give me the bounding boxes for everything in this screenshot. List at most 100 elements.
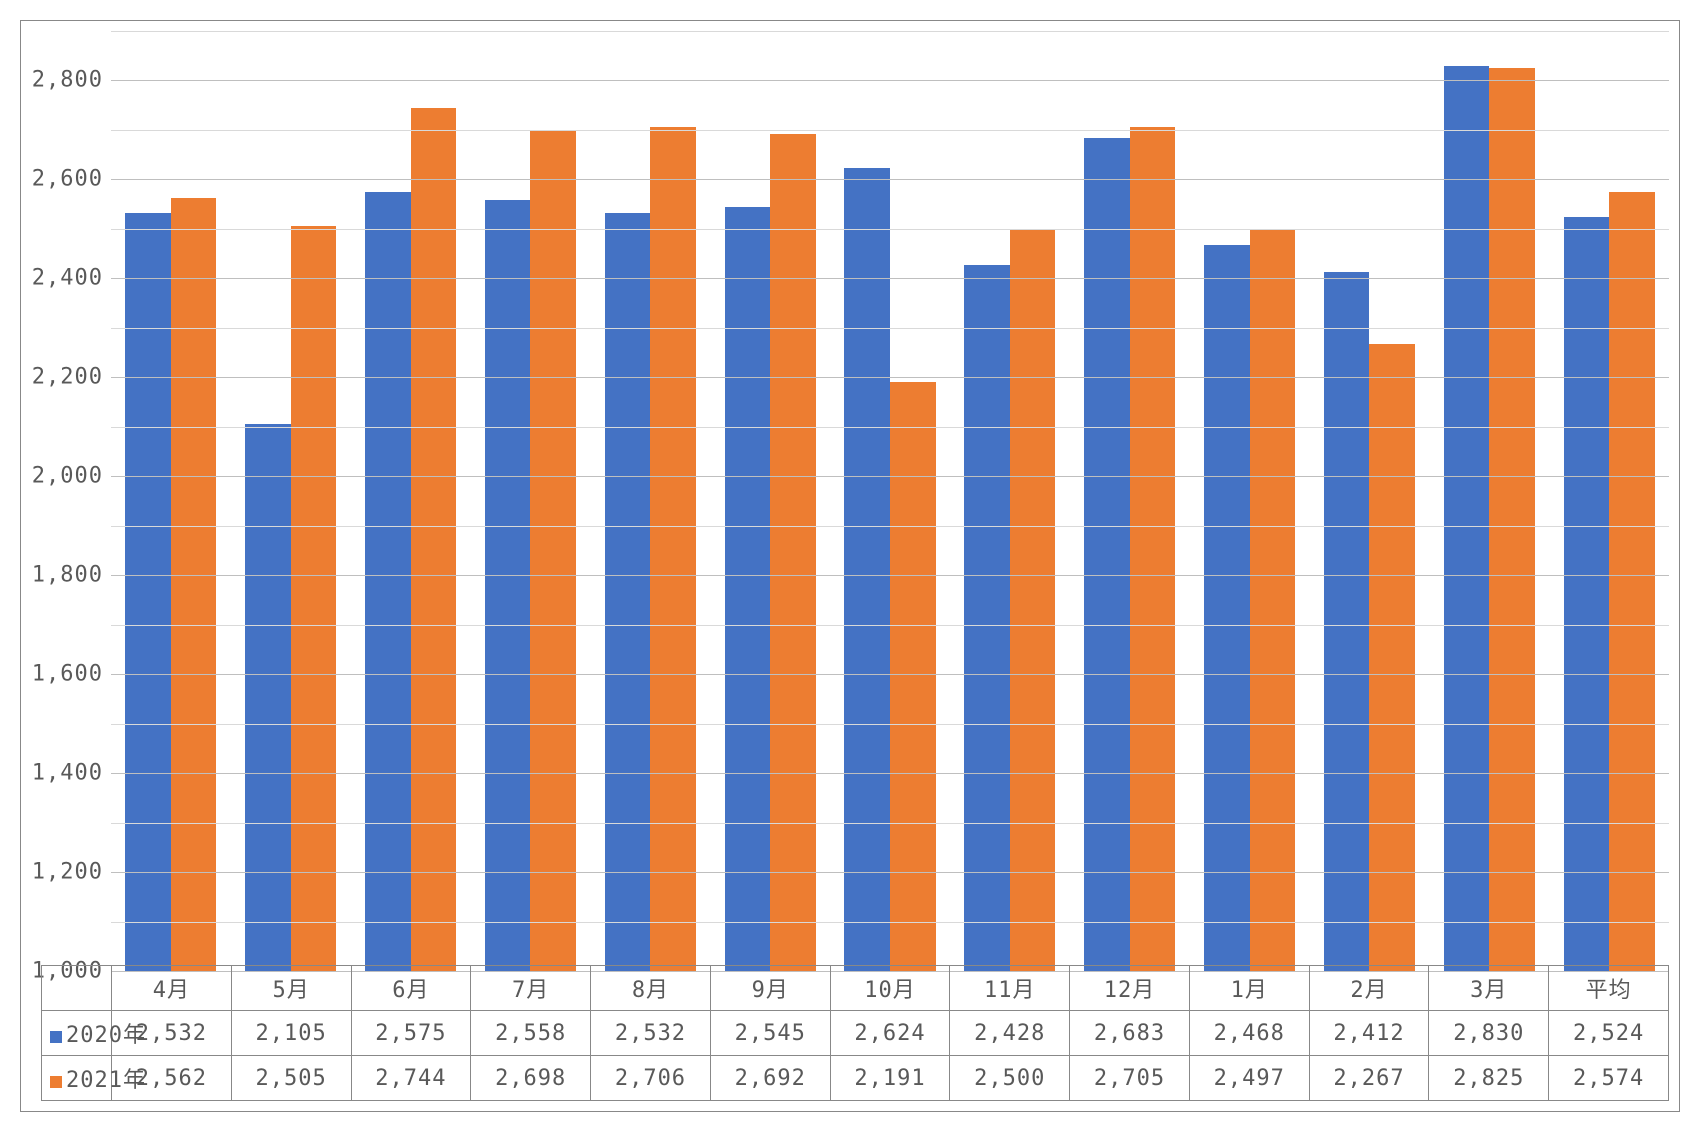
data-cell: 2,505 [231, 1056, 351, 1101]
category-slot [1429, 31, 1549, 971]
gridline [111, 872, 1669, 873]
bar [530, 131, 576, 971]
data-cell: 2,692 [710, 1056, 830, 1101]
bar [365, 192, 411, 971]
bar [291, 226, 337, 971]
series-name: 2021年 [66, 1068, 146, 1093]
bar [1564, 217, 1610, 971]
data-table: 4月5月6月7月8月9月10月11月12月1月2月3月平均2020年2,5322… [41, 965, 1669, 1101]
gridline [111, 31, 1669, 32]
data-cell: 2,574 [1549, 1056, 1669, 1101]
series-header: 2020年 [42, 1011, 112, 1056]
data-cell: 2,468 [1189, 1011, 1309, 1056]
category-label: 4月 [112, 966, 232, 1011]
category-label: 3月 [1429, 966, 1549, 1011]
gridline [111, 179, 1669, 180]
bar [844, 168, 890, 971]
y-axis-label: 2,800 [32, 68, 103, 93]
data-cell: 2,830 [1429, 1011, 1549, 1056]
category-label: 8月 [591, 966, 711, 1011]
gridline [111, 575, 1669, 576]
gridline [111, 922, 1669, 923]
bar [964, 265, 1010, 971]
gridline [111, 476, 1669, 477]
gridline [111, 526, 1669, 527]
bar [725, 207, 771, 971]
bar [245, 424, 291, 971]
category-slot [231, 31, 351, 971]
bar [411, 108, 457, 971]
table-corner-cell [42, 966, 112, 1011]
legend-swatch [50, 1076, 62, 1088]
gridline [111, 278, 1669, 279]
gridline [111, 773, 1669, 774]
bar [770, 134, 816, 971]
data-cell: 2,558 [471, 1011, 591, 1056]
plot-area: 1,0001,2001,4001,6001,8002,0002,2002,400… [111, 31, 1669, 971]
data-cell: 2,105 [231, 1011, 351, 1056]
y-axis-label: 2,000 [32, 464, 103, 489]
data-cell: 2,683 [1070, 1011, 1190, 1056]
bar [890, 382, 936, 971]
y-axis-label: 2,600 [32, 167, 103, 192]
gridline [111, 823, 1669, 824]
bar [485, 200, 531, 971]
bar [171, 198, 217, 971]
series-header: 2021年 [42, 1056, 112, 1101]
category-label: 12月 [1070, 966, 1190, 1011]
category-label: 9月 [710, 966, 830, 1011]
data-cell: 2,744 [351, 1056, 471, 1101]
bar [650, 127, 696, 971]
category-slot [590, 31, 710, 971]
gridline [111, 130, 1669, 131]
category-slot [1549, 31, 1669, 971]
data-cell: 2,412 [1309, 1011, 1429, 1056]
y-axis-label: 1,600 [32, 662, 103, 687]
bar [1130, 127, 1176, 971]
bar [1489, 68, 1535, 971]
bars-layer [111, 31, 1669, 971]
category-label: 1月 [1189, 966, 1309, 1011]
bar [1444, 66, 1490, 971]
data-cell: 2,575 [351, 1011, 471, 1056]
y-axis-label: 1,400 [32, 761, 103, 786]
bar [125, 213, 171, 971]
data-cell: 2,428 [950, 1011, 1070, 1056]
bar [605, 213, 651, 971]
category-label: 5月 [231, 966, 351, 1011]
bar [1084, 138, 1130, 971]
category-label: 7月 [471, 966, 591, 1011]
category-label: 11月 [950, 966, 1070, 1011]
category-label: 10月 [830, 966, 950, 1011]
gridline [111, 724, 1669, 725]
bar [1010, 229, 1056, 971]
bar-chart: 1,0001,2001,4001,6001,8002,0002,2002,400… [20, 20, 1680, 1112]
data-cell: 2,500 [950, 1056, 1070, 1101]
data-cell: 2,497 [1189, 1056, 1309, 1101]
category-slot [351, 31, 471, 971]
y-axis-label: 1,800 [32, 563, 103, 588]
data-cell: 2,532 [591, 1011, 711, 1056]
category-label: 平均 [1549, 966, 1669, 1011]
data-cell: 2,191 [830, 1056, 950, 1101]
data-cell: 2,706 [591, 1056, 711, 1101]
category-label: 6月 [351, 966, 471, 1011]
gridline [111, 80, 1669, 81]
data-cell: 2,524 [1549, 1011, 1669, 1056]
category-slot [950, 31, 1070, 971]
gridline [111, 674, 1669, 675]
y-axis-label: 1,200 [32, 860, 103, 885]
gridline [111, 625, 1669, 626]
data-cell: 2,705 [1070, 1056, 1190, 1101]
y-axis-label: 2,400 [32, 266, 103, 291]
data-cell: 2,698 [471, 1056, 591, 1101]
gridline [111, 328, 1669, 329]
gridline [111, 229, 1669, 230]
data-cell: 2,825 [1429, 1056, 1549, 1101]
bar [1250, 230, 1296, 971]
data-cell: 2,545 [710, 1011, 830, 1056]
category-slot [111, 31, 231, 971]
category-slot [1070, 31, 1190, 971]
gridline [111, 377, 1669, 378]
category-slot [710, 31, 830, 971]
